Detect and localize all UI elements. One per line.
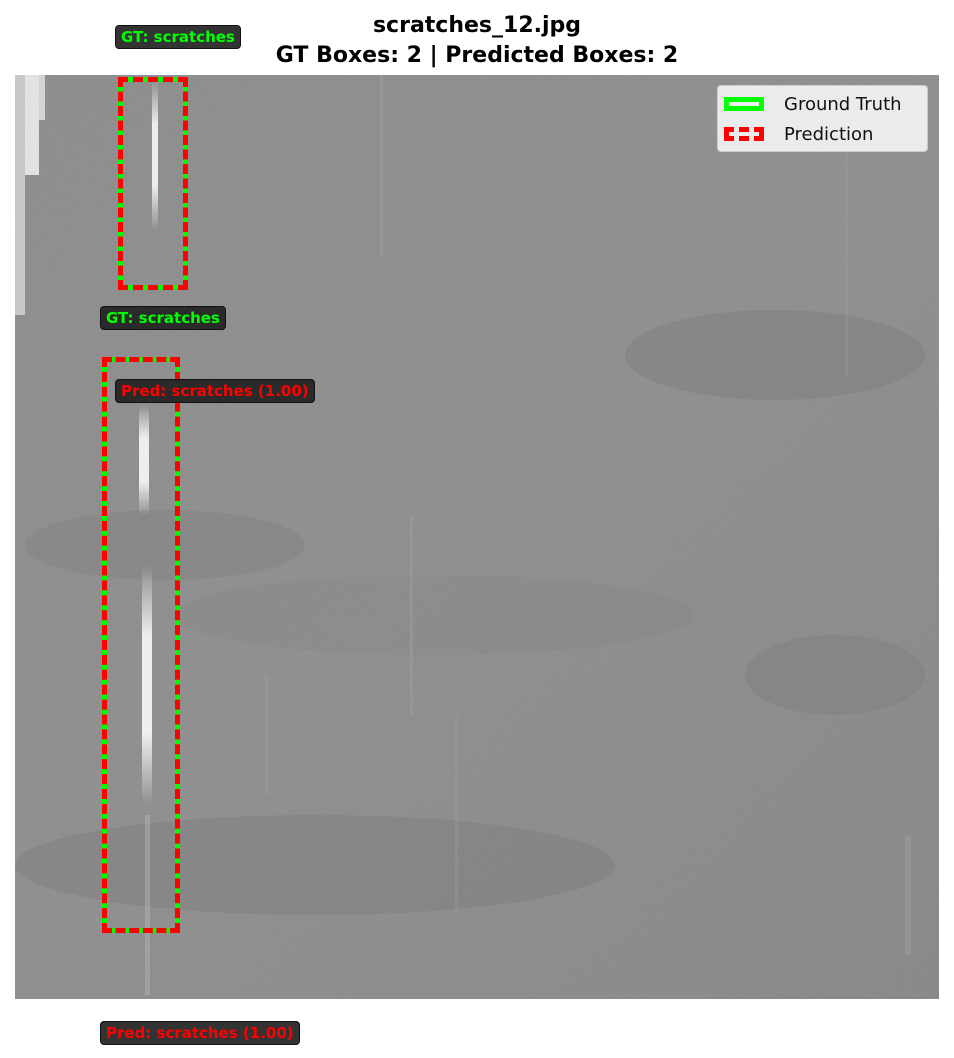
legend-label-ground-truth: Ground Truth: [784, 93, 902, 115]
surface-texture: [15, 75, 939, 999]
gt-label-2: GT: scratches: [100, 306, 226, 330]
pred-label-2: Pred: scratches (1.00): [100, 1021, 300, 1045]
pred-box-1: [118, 77, 188, 290]
legend-item-prediction: Prediction: [724, 121, 873, 147]
legend-item-ground-truth: Ground Truth: [724, 91, 902, 117]
legend: Ground Truth Prediction: [717, 85, 928, 152]
figure-title: scratches_12.jpg: [372, 13, 582, 38]
pred-swatch-icon: [724, 127, 764, 141]
pred-box-2: [102, 357, 180, 933]
pred-label-1: Pred: scratches (1.00): [115, 379, 315, 403]
figure-subtitle: GT Boxes: 2 | Predicted Boxes: 2: [275, 43, 679, 68]
legend-label-prediction: Prediction: [784, 123, 874, 145]
gt-label-1: GT: scratches: [115, 25, 241, 49]
gt-swatch-icon: [724, 97, 764, 111]
grayscale-surface-image: [15, 75, 939, 999]
